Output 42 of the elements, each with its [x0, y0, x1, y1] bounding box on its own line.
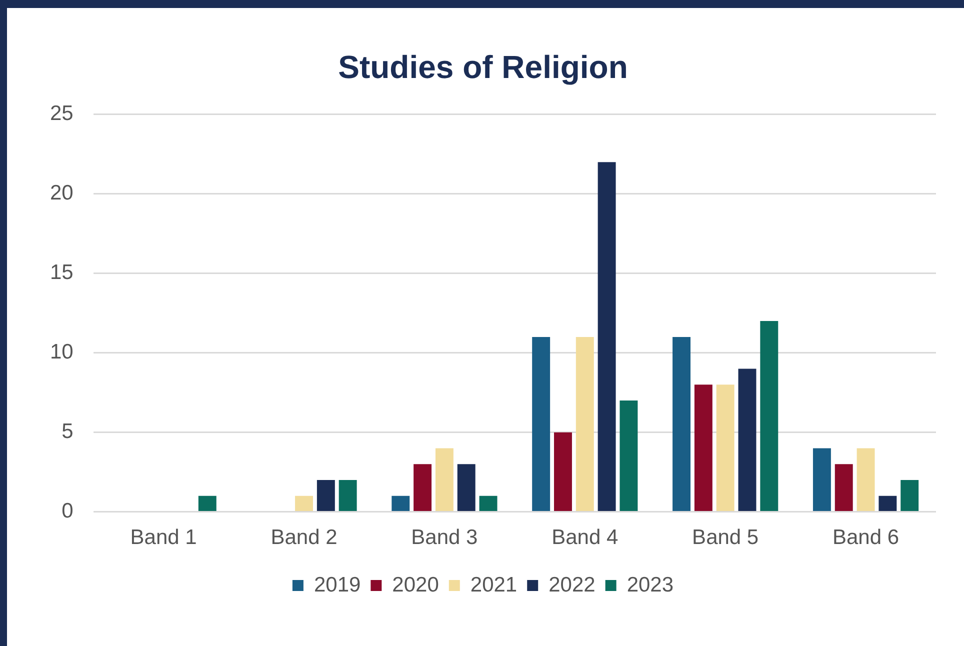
legend-label: 2021: [470, 573, 518, 596]
bar: [198, 496, 216, 512]
bar: [738, 368, 756, 512]
y-tick-label: 5: [62, 420, 74, 444]
bar: [576, 336, 594, 512]
bar: [900, 480, 919, 512]
y-tick-label: 20: [50, 182, 74, 205]
y-tick-label: 15: [50, 261, 74, 284]
bar: [338, 480, 357, 512]
bar: [554, 432, 572, 512]
bar: [316, 480, 335, 512]
y-tick-label: 10: [50, 340, 74, 364]
bar: [620, 400, 638, 512]
bar: [716, 384, 734, 512]
bar: [532, 336, 550, 512]
legend-label: 2020: [392, 573, 439, 596]
bar: [435, 448, 454, 512]
chart-title: Studies of Religion: [338, 49, 628, 86]
legend-label: 2022: [548, 573, 596, 596]
x-tick-label: Band 6: [832, 526, 900, 550]
x-tick-label: Band 3: [411, 526, 478, 550]
bar: [672, 336, 691, 512]
bar: [295, 496, 313, 512]
y-tick-label: 0: [62, 500, 74, 523]
bar: [694, 384, 712, 512]
bar: [856, 448, 875, 512]
bar: [392, 496, 410, 512]
bar: [479, 496, 498, 512]
x-tick-label: Band 4: [552, 526, 618, 550]
x-tick-label: Band 5: [692, 526, 759, 550]
legend-label: 2023: [626, 573, 674, 596]
bar: [878, 496, 897, 512]
x-tick-label: Band 2: [270, 526, 338, 550]
bar: [760, 321, 778, 512]
bar: [414, 464, 432, 512]
y-tick-label: 25: [50, 102, 74, 126]
legend-label: 2019: [314, 573, 361, 596]
bar: [598, 162, 616, 512]
bar: [812, 448, 831, 512]
bar: [834, 464, 853, 512]
x-tick-label: Band 1: [130, 526, 197, 550]
bar: [457, 464, 476, 512]
